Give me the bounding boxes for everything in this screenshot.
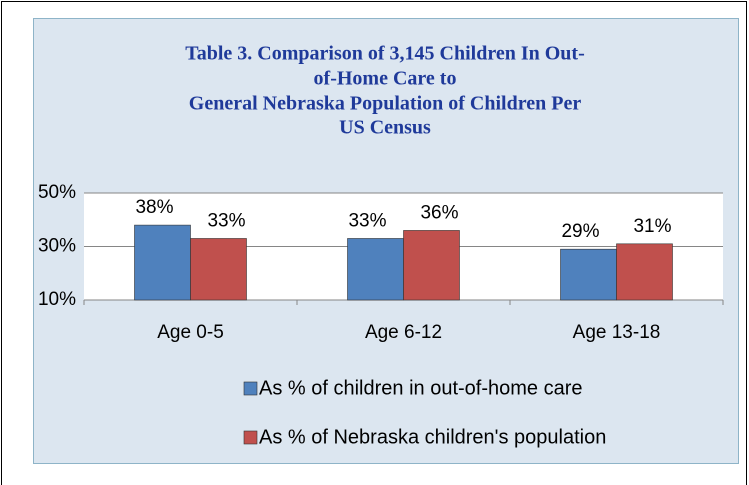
legend-swatch xyxy=(243,381,258,396)
y-tick-label: 10% xyxy=(38,289,76,310)
data-label: 38% xyxy=(135,197,173,218)
legend-label: As % of children in out-of-home care xyxy=(259,377,583,399)
y-tick-label: 30% xyxy=(38,236,76,257)
chart-title: US Census xyxy=(339,117,431,139)
x-tick-label: Age 0-5 xyxy=(157,322,224,343)
chart-title: General Nebraska Population of Children … xyxy=(189,93,582,115)
y-tick-label: 50% xyxy=(38,182,76,203)
legend-label: As % of Nebraska children's population xyxy=(259,426,606,448)
x-tick-label: Age 6-12 xyxy=(365,322,442,343)
data-label: 31% xyxy=(633,216,671,237)
bar xyxy=(347,238,404,301)
data-label: 33% xyxy=(207,210,245,231)
bar xyxy=(616,243,673,301)
bar xyxy=(403,230,460,301)
chart-title: Table 3. Comparison of 3,145 Children In… xyxy=(185,43,585,65)
data-label: 36% xyxy=(420,202,458,223)
bar xyxy=(560,248,617,301)
data-label: 29% xyxy=(561,221,599,242)
x-tick-label: Age 13-18 xyxy=(573,322,661,343)
bar xyxy=(190,238,247,301)
data-label: 33% xyxy=(348,210,386,231)
bar xyxy=(134,224,191,301)
legend-swatch xyxy=(243,430,258,445)
chart-title: of-Home Care to xyxy=(314,68,457,90)
